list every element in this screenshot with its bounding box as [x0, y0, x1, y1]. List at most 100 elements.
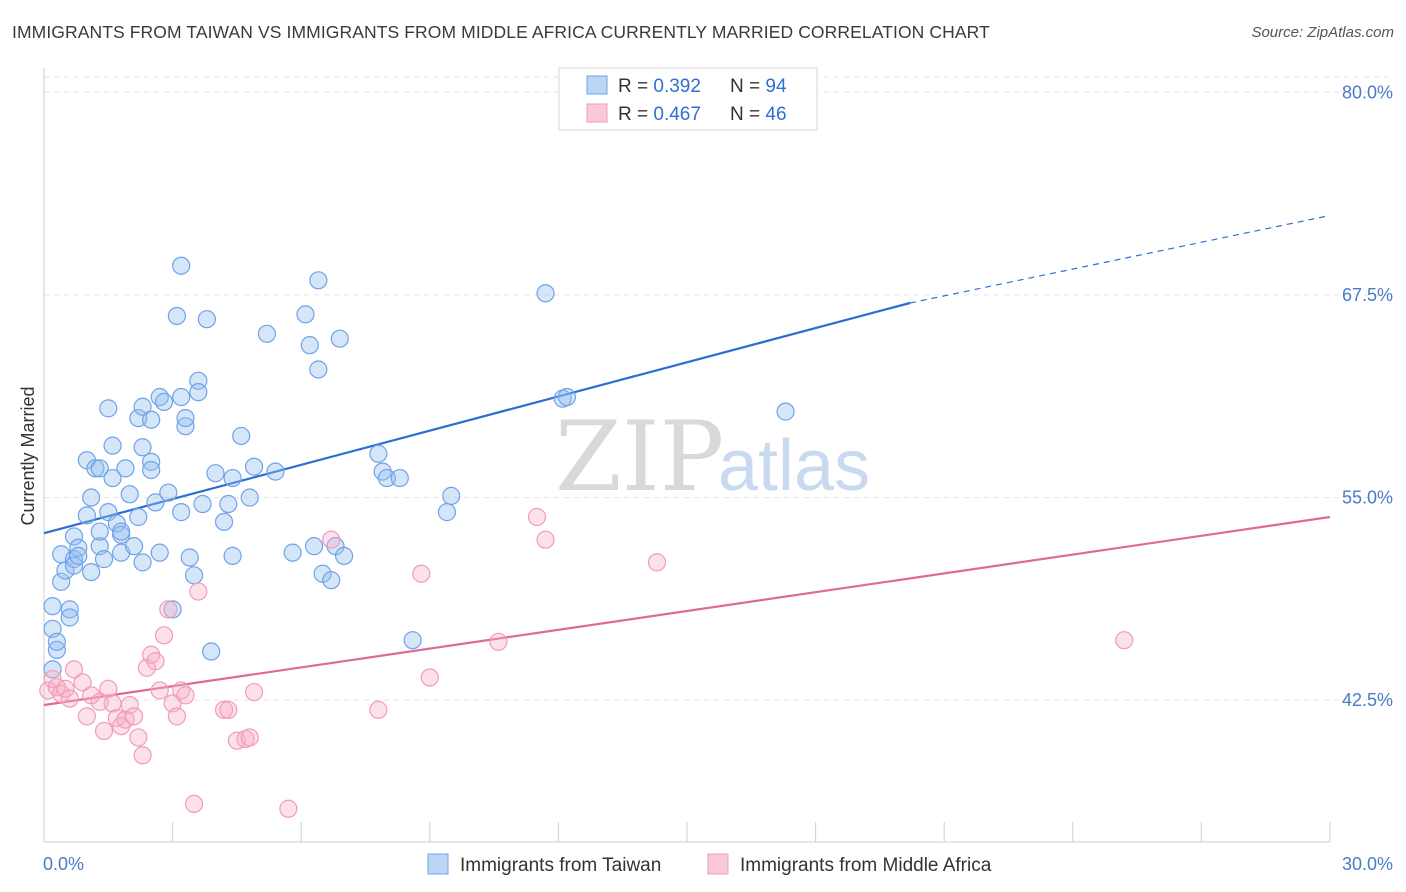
source-credit: Source: ZipAtlas.com	[1251, 24, 1394, 41]
stats-legend: R = 0.392 N = 94 R = 0.467 N = 46	[558, 67, 818, 131]
point-africa	[244, 682, 264, 702]
point-taiwan	[124, 537, 144, 556]
point-taiwan	[52, 572, 71, 591]
point-taiwan	[172, 256, 191, 275]
legend-africa-r-value: 0.467	[653, 104, 701, 125]
point-taiwan	[184, 566, 204, 585]
point-taiwan	[103, 468, 122, 488]
point-africa	[77, 707, 96, 726]
watermark-zip: ZIP	[555, 401, 724, 513]
point-africa	[94, 721, 114, 741]
point-taiwan	[172, 503, 191, 522]
point-africa	[536, 530, 555, 549]
point-taiwan	[146, 493, 165, 512]
point-taiwan	[776, 402, 795, 421]
trend-line-africa	[43, 515, 1331, 707]
point-taiwan	[266, 462, 285, 481]
legend-swatch-taiwan	[586, 75, 608, 95]
point-africa	[214, 700, 234, 719]
watermark: ZIP atlas	[555, 401, 870, 513]
point-taiwan	[142, 410, 161, 429]
point-africa	[73, 673, 92, 692]
series-legend-swatch-africa	[707, 853, 729, 875]
point-taiwan	[129, 507, 148, 527]
point-taiwan	[133, 397, 152, 416]
point-taiwan	[47, 632, 66, 651]
point-taiwan	[223, 546, 242, 565]
point-taiwan	[60, 608, 79, 627]
point-taiwan	[390, 468, 409, 488]
point-taiwan	[94, 550, 114, 569]
point-taiwan	[330, 329, 349, 348]
point-taiwan	[437, 503, 457, 522]
point-africa	[240, 728, 259, 747]
x-tick-label-min: 0.0%	[43, 854, 84, 874]
point-taiwan	[133, 553, 152, 572]
point-taiwan	[150, 543, 169, 562]
point-taiwan	[64, 556, 84, 575]
point-taiwan	[176, 408, 195, 428]
point-africa	[279, 799, 298, 818]
legend-africa-n-value: 46	[765, 104, 786, 125]
point-africa	[154, 626, 174, 645]
point-africa	[64, 660, 84, 679]
point-africa	[527, 507, 547, 527]
point-taiwan	[69, 546, 88, 565]
y-tick-label: 42.5%	[1342, 690, 1393, 710]
legend-taiwan-n-label: N = 94	[730, 76, 787, 97]
point-taiwan	[202, 642, 221, 661]
point-taiwan	[369, 444, 388, 463]
point-africa	[420, 668, 439, 687]
series-legend-africa: Immigrants from Middle Africa	[740, 855, 992, 876]
point-taiwan	[322, 571, 341, 590]
legend-africa-r-label: R = 0.467	[618, 104, 701, 125]
point-taiwan	[180, 548, 199, 567]
point-taiwan	[82, 488, 101, 507]
point-taiwan	[296, 305, 315, 324]
chart-title: IMMIGRANTS FROM TAIWAN VS IMMIGRANTS FRO…	[12, 22, 990, 42]
point-taiwan	[163, 600, 182, 619]
point-africa	[647, 553, 667, 572]
point-taiwan	[334, 546, 354, 565]
point-africa	[369, 700, 388, 719]
point-taiwan	[304, 537, 324, 556]
point-taiwan	[120, 485, 139, 504]
point-africa	[159, 600, 178, 619]
point-taiwan	[142, 460, 161, 480]
point-taiwan	[82, 562, 101, 582]
point-africa	[1115, 631, 1134, 650]
tick-labels: 42.5% 55.0% 67.5% 80.0% 0.0% 30.0%	[43, 82, 1393, 874]
point-taiwan	[64, 527, 84, 546]
point-africa	[60, 689, 79, 708]
trend-extension-taiwan	[909, 214, 1331, 304]
point-africa	[150, 681, 169, 700]
y-tick-label: 80.0%	[1342, 82, 1393, 102]
point-africa	[99, 679, 118, 698]
point-taiwan	[133, 438, 152, 457]
point-taiwan	[300, 336, 319, 355]
point-africa	[43, 669, 62, 689]
point-taiwan	[536, 284, 555, 303]
point-taiwan	[167, 306, 186, 326]
y-axis-title: Currently Married	[18, 386, 38, 525]
point-taiwan	[90, 522, 109, 541]
point-taiwan	[232, 426, 251, 446]
point-africa	[167, 707, 186, 726]
point-taiwan	[103, 436, 122, 455]
point-africa	[184, 794, 204, 814]
point-africa	[322, 530, 341, 549]
y-tick-label: 55.0%	[1342, 488, 1393, 508]
point-taiwan	[283, 543, 302, 562]
legend-taiwan-r-value: 0.392	[653, 76, 701, 97]
data-points	[39, 256, 1134, 818]
point-africa	[133, 746, 152, 765]
point-taiwan	[116, 459, 135, 478]
point-taiwan	[193, 494, 212, 514]
point-taiwan	[172, 387, 191, 407]
legend-swatch-africa	[586, 103, 608, 123]
point-africa	[146, 652, 165, 671]
point-taiwan	[43, 660, 62, 679]
point-taiwan	[99, 399, 118, 418]
point-taiwan	[309, 360, 328, 379]
